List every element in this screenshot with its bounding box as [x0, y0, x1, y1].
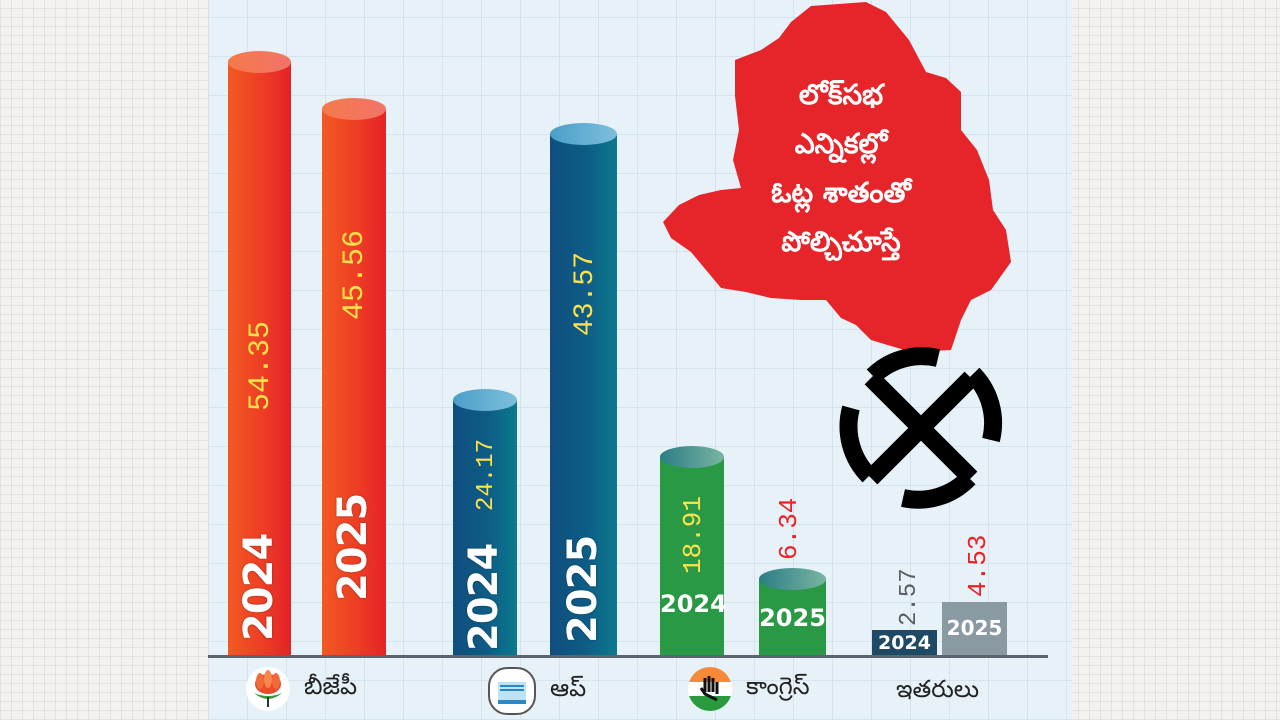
category-label: బీజేపీ — [304, 672, 358, 700]
title-line-4: పోల్చిచూస్తే — [781, 225, 901, 258]
category-label: ఆప్ — [550, 674, 587, 702]
category-label: ఇతరులు — [896, 675, 980, 703]
bar-value-label: 54.35 — [243, 320, 278, 411]
aap-broom-icon — [488, 667, 536, 715]
bar-bjp-2025: 2025 45.56 — [322, 98, 386, 657]
vote-mark-icon — [839, 347, 1003, 509]
bar-year-label: 2025 — [759, 604, 826, 632]
x-axis-baseline — [208, 655, 1048, 658]
title-line-2: ఎన్నికల్లో — [794, 127, 888, 160]
bar-others-2025: 2025 — [942, 602, 1007, 655]
category-others: ఇతరులు — [896, 675, 979, 709]
title-line-3: ఓట్ల శాతంతో — [771, 176, 911, 209]
lotus-icon — [246, 667, 290, 711]
congress-hand-icon — [688, 667, 732, 711]
bar-others-2024: 2024 — [872, 630, 937, 655]
bar-aap-2024: 2024 24.17 — [453, 389, 517, 657]
bar-inc-2024: 2024 18.91 — [660, 446, 727, 657]
bar-year-label: 2024 — [235, 533, 282, 641]
bar-year-label: 2024 — [660, 590, 727, 618]
category-bjp: బీజేపీ — [246, 667, 357, 711]
chart-panel: లోక్‌సభ ఎన్నికల్లో ఓట్ల శాతంతో పోల్చిచూస… — [208, 0, 1072, 720]
bar-year-label: 2025 — [330, 493, 376, 601]
bar-inc-2025: 2025 — [759, 568, 826, 657]
category-label: కాంగ్రెస్ — [746, 672, 810, 700]
category-axis: బీజేపీ ఆప్ కాంగ్రెస్ ఇతరులు — [208, 663, 1072, 715]
bar-bjp-2024: 2024 54.35 — [228, 51, 291, 657]
bar-year-label: 2025 — [946, 616, 1003, 640]
chart-title: లోక్‌సభ ఎన్నికల్లో ఓట్ల శాతంతో పోల్చిచూస… — [661, 70, 1021, 266]
title-line-1: లోక్‌సభ — [798, 78, 884, 111]
bar-value-label: 24.17 — [473, 438, 500, 511]
bar-value-label: 43.57 — [569, 251, 601, 336]
bar-aap-2025: 2025 43.57 — [550, 123, 617, 657]
category-congress: కాంగ్రెస్ — [688, 667, 810, 711]
category-aap: ఆప్ — [488, 667, 586, 715]
bar-value-label: 2.57 — [896, 568, 923, 626]
bar-value-label: 6.34 — [774, 497, 804, 560]
bar-year-label: 2024 — [461, 543, 507, 651]
bar-value-label: 45.56 — [338, 229, 372, 320]
bar-year-label: 2025 — [559, 535, 606, 643]
bar-value-label: 18.91 — [678, 495, 708, 574]
bar-value-label: 4.53 — [963, 534, 993, 597]
bar-year-label: 2024 — [878, 632, 931, 654]
delhi-map-icon — [663, 2, 1011, 352]
